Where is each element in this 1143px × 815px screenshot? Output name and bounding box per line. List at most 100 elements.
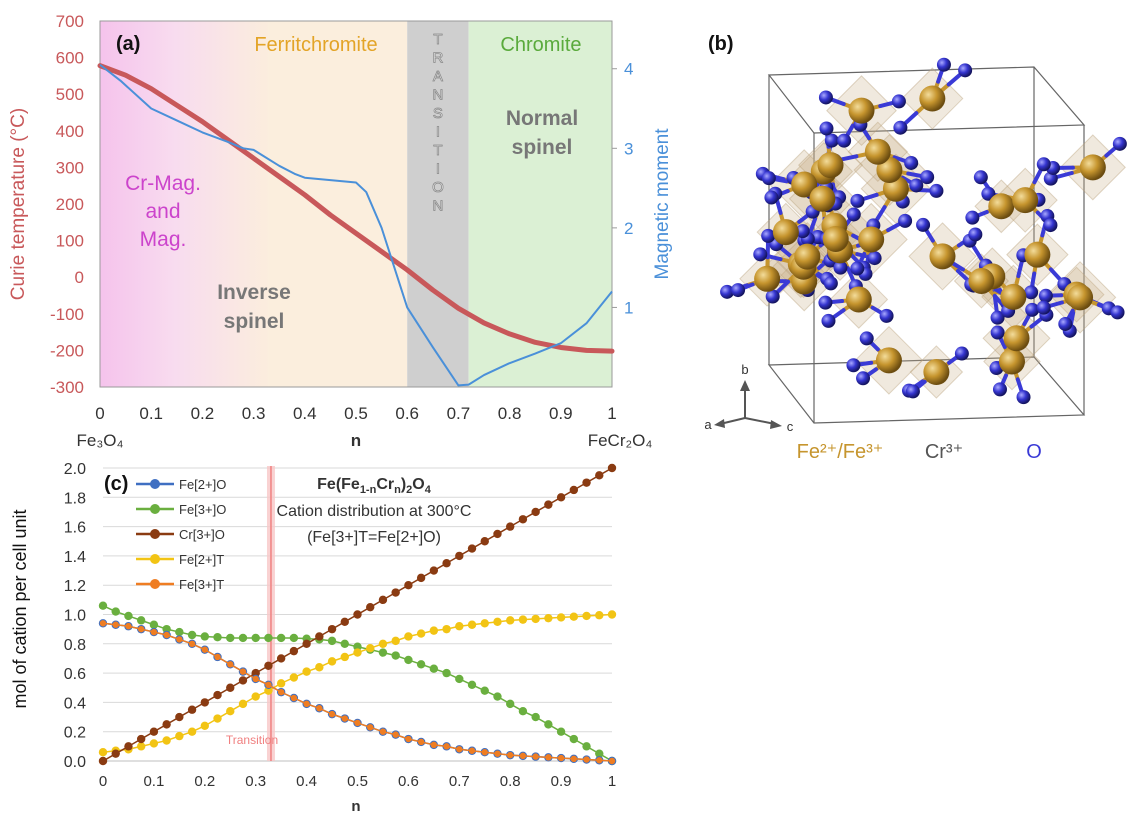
iron-atom bbox=[968, 267, 995, 294]
iron-atom bbox=[794, 243, 821, 270]
oxygen-atom bbox=[824, 133, 839, 148]
data-point bbox=[213, 714, 222, 723]
x-tick-label: 1 bbox=[607, 404, 616, 423]
data-point bbox=[340, 639, 349, 648]
oxygen-atom bbox=[850, 261, 865, 276]
oxygen-atom bbox=[837, 133, 852, 148]
data-point bbox=[416, 660, 426, 669]
oxygen-atom bbox=[795, 224, 810, 239]
data-point bbox=[582, 742, 591, 751]
data-point bbox=[442, 559, 451, 568]
y-tick-label: 1.2 bbox=[64, 578, 86, 595]
oxygen-atom bbox=[920, 170, 935, 185]
series-fe2t bbox=[98, 610, 617, 757]
data-point bbox=[227, 661, 234, 668]
data-point bbox=[506, 616, 515, 625]
transition-letter: T bbox=[433, 142, 442, 159]
legend-swatch-marker bbox=[150, 504, 160, 514]
data-point bbox=[213, 633, 222, 642]
data-point bbox=[252, 675, 259, 683]
data-point bbox=[416, 629, 426, 638]
zone-label-mag-line1: Cr-Mag. bbox=[125, 172, 201, 195]
series-fe2o bbox=[98, 619, 617, 766]
oxygen-atom bbox=[764, 190, 779, 205]
data-point bbox=[582, 611, 591, 621]
data-point bbox=[316, 705, 323, 712]
iron-atom bbox=[1079, 154, 1106, 181]
x-tick-label: 0.2 bbox=[194, 773, 215, 790]
data-point bbox=[354, 719, 361, 727]
data-point bbox=[162, 720, 171, 729]
zone-chromite-background bbox=[468, 21, 612, 387]
iron-atom bbox=[1003, 325, 1030, 352]
y-tick-label: 0.2 bbox=[64, 725, 86, 742]
data-point bbox=[557, 754, 565, 762]
panel-c-title: Fe(Fe1-nCrn)2O4 bbox=[317, 476, 432, 496]
panel-a-frame bbox=[99, 20, 613, 388]
x-end-label-fecr2o4: FeCr₂O₄ bbox=[588, 431, 653, 450]
oxygen-atom bbox=[720, 284, 735, 299]
data-point bbox=[111, 607, 120, 616]
data-point bbox=[226, 633, 235, 643]
data-point bbox=[493, 692, 502, 701]
oxygen-atom bbox=[990, 310, 1005, 325]
data-point bbox=[226, 706, 235, 716]
iron-atom bbox=[1012, 187, 1039, 214]
data-point bbox=[340, 652, 349, 662]
data-point bbox=[506, 699, 515, 709]
legend-swatch-marker bbox=[150, 529, 160, 539]
x-tick-label: 0.9 bbox=[549, 404, 573, 423]
panel-b-crystal-structure: (b) b a c Fe²⁺/Fe³⁺ Cr³⁺ O bbox=[704, 33, 1127, 463]
panel-c-label: (c) bbox=[104, 473, 128, 495]
legend-o-label: O bbox=[1026, 441, 1042, 463]
data-point bbox=[276, 654, 286, 663]
title-sub3: 2 bbox=[406, 484, 412, 496]
y2-tick-label: 3 bbox=[624, 139, 633, 158]
iron-atom bbox=[822, 225, 849, 252]
y-tick-label: -100 bbox=[50, 305, 84, 324]
legend-cr-label: Cr³⁺ bbox=[925, 441, 963, 463]
panel-b-label: (b) bbox=[708, 33, 734, 55]
zone-label-normal-line1: Normal bbox=[506, 107, 578, 130]
data-point bbox=[136, 616, 146, 625]
data-point bbox=[519, 752, 527, 760]
y2-tick-label: 1 bbox=[624, 298, 633, 317]
data-point bbox=[264, 633, 273, 643]
data-point bbox=[162, 624, 171, 634]
data-point bbox=[251, 692, 260, 701]
oxygen-atom bbox=[958, 63, 973, 78]
data-point bbox=[289, 633, 299, 643]
data-point bbox=[264, 686, 273, 695]
x-tick-label: 0.1 bbox=[143, 773, 164, 790]
data-point bbox=[455, 674, 464, 684]
data-point bbox=[136, 734, 146, 744]
data-point bbox=[429, 566, 439, 575]
y-tick-label: 100 bbox=[56, 232, 84, 251]
axis-b-label: b bbox=[741, 362, 748, 377]
data-point bbox=[582, 478, 591, 487]
oxygen-atom bbox=[761, 228, 776, 243]
data-point bbox=[570, 755, 578, 763]
x-tick-label: 0.3 bbox=[242, 404, 266, 423]
data-point bbox=[531, 712, 540, 722]
data-point bbox=[136, 742, 146, 751]
series-fe3o bbox=[98, 601, 617, 766]
data-point bbox=[327, 636, 337, 646]
iron-atom bbox=[1024, 241, 1051, 268]
transition-label: Transition bbox=[226, 733, 278, 747]
data-point bbox=[556, 727, 566, 736]
oxygen-atom bbox=[954, 346, 969, 361]
axis-a-label: a bbox=[704, 417, 712, 432]
data-point bbox=[238, 633, 248, 643]
panel-a-x-axis-label: n bbox=[351, 431, 361, 450]
data-point bbox=[176, 636, 183, 643]
data-point bbox=[353, 648, 362, 657]
oxygen-atom bbox=[898, 213, 913, 228]
data-point bbox=[417, 738, 425, 746]
data-point bbox=[149, 727, 159, 736]
data-point bbox=[98, 756, 108, 766]
legend-swatch-marker bbox=[150, 554, 160, 564]
oxygen-atom bbox=[846, 207, 861, 222]
panel-c-x-ticks: 0 0.1 0.2 0.3 0.4 0.5 0.6 0.7 0.8 0.9 1 bbox=[99, 773, 616, 790]
iron-atom bbox=[772, 219, 799, 246]
